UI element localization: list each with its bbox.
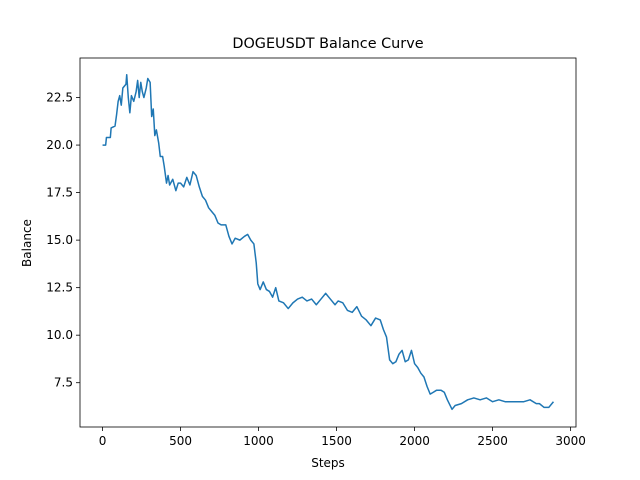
x-tick-label: 1500 [321,434,352,448]
x-tick-label: 3000 [555,434,586,448]
chart-title: DOGEUSDT Balance Curve [232,36,423,52]
x-tick-label: 2000 [399,434,430,448]
plot-frame [79,57,577,428]
y-tick-label: 10.0 [46,328,73,342]
x-tick-label: 1000 [243,434,274,448]
x-axis-label: Steps [311,456,345,470]
y-axis-label: Balance [20,219,34,267]
y-tick-label: 7.5 [54,376,73,390]
x-tick-label: 500 [169,434,192,448]
y-tick-label: 17.5 [46,186,73,200]
y-tick-label: 20.0 [46,138,73,152]
y-tick-label: 12.5 [46,281,73,295]
x-tick-label: 0 [99,434,107,448]
y-tick-label: 15.0 [46,233,73,247]
line-series [102,73,555,411]
y-tick-label: 22.5 [46,91,73,105]
x-tick-label: 2500 [477,434,508,448]
